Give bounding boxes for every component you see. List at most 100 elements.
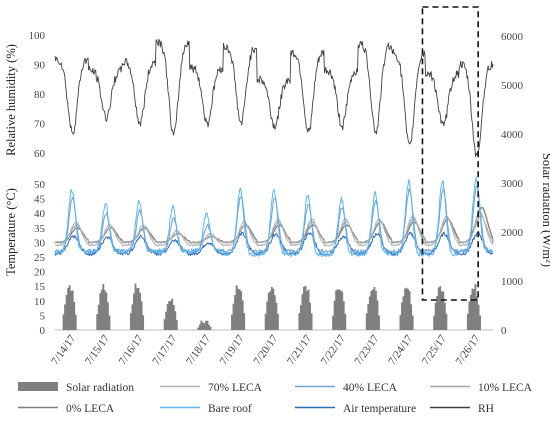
temperature-tick-label: 20 xyxy=(34,267,46,279)
solar-tick-label: 3000 xyxy=(501,178,524,190)
solar-bar xyxy=(301,294,304,330)
solar-bar xyxy=(97,304,100,330)
solar-bar xyxy=(342,301,345,330)
highlight-box xyxy=(421,6,479,301)
solar-bar xyxy=(74,314,77,330)
solar-bar xyxy=(471,288,474,330)
solar-bar xyxy=(206,320,209,330)
solar-bar xyxy=(238,289,241,330)
solar-bar xyxy=(303,286,305,330)
solar-bar xyxy=(67,287,70,330)
solar-bar xyxy=(304,285,307,330)
x-tick-label: 7/15/17 xyxy=(83,332,112,367)
solar-bar xyxy=(200,320,203,330)
solar-bar xyxy=(479,315,481,330)
legend: Solar radiation 70% LECA 40% LECA 10% LECA 0… xyxy=(18,382,533,415)
solar-bar xyxy=(402,296,405,330)
temperature-tick-label: 10 xyxy=(34,296,46,308)
solar-bar xyxy=(68,285,71,330)
series-70-leca xyxy=(54,212,494,247)
legend-label-solar-radiation: Solar radiation xyxy=(66,382,134,394)
solar-bar xyxy=(275,302,278,330)
series-layer xyxy=(54,38,494,330)
x-tick-label: 7/16/17 xyxy=(117,332,146,367)
solar-bar xyxy=(404,288,406,330)
solar-bar xyxy=(401,302,403,330)
solar-bar xyxy=(175,320,178,330)
rh-tick-label: 70 xyxy=(34,119,46,131)
solar-bar xyxy=(332,315,334,330)
solar-bar xyxy=(445,313,448,330)
solar-bar xyxy=(73,301,76,330)
solar-bar xyxy=(373,287,376,330)
temperature-tick-label: 25 xyxy=(34,252,46,264)
solar-bar xyxy=(168,301,171,330)
solar-bar xyxy=(376,300,379,330)
highlight-layer xyxy=(421,6,479,301)
legend-label-bare-roof: Bare roof xyxy=(208,403,252,415)
legend-label-40-leca: 40% LECA xyxy=(343,382,398,394)
solar-bar xyxy=(468,301,471,330)
solar-bar xyxy=(201,322,204,330)
solar-bar xyxy=(205,320,207,330)
x-tick-label: 7/25/17 xyxy=(420,332,449,367)
solar-bar xyxy=(336,289,339,330)
solar-bar xyxy=(476,296,478,330)
series-bare-roof xyxy=(54,176,494,257)
solar-bar xyxy=(399,315,402,330)
x-tick-label: 7/22/17 xyxy=(319,332,348,367)
temperature-tick-label: 0 xyxy=(40,325,46,337)
solar-bar xyxy=(333,300,336,330)
solar-bar xyxy=(466,313,469,330)
solar-bar xyxy=(474,284,477,330)
solar-bar xyxy=(137,288,140,330)
solar-bar xyxy=(232,303,235,330)
solar-bar xyxy=(408,291,411,330)
solar-bar xyxy=(307,289,310,330)
solar-bar xyxy=(270,286,273,330)
solar-bar xyxy=(277,313,279,330)
solar-bar xyxy=(166,303,169,330)
solar-bar xyxy=(65,295,68,330)
x-tick-label: 7/24/17 xyxy=(386,332,415,367)
solar-bar xyxy=(136,288,138,330)
temperature-axis-title: Temperature (°C) xyxy=(4,188,18,276)
solar-bar xyxy=(107,302,109,330)
temperature-tick-label: 35 xyxy=(34,223,46,235)
x-tick-label: 7/14/17 xyxy=(49,332,78,367)
series-solar-radiation xyxy=(62,283,481,330)
solar-bar xyxy=(198,324,201,330)
solar-bar xyxy=(344,314,347,330)
rh-tick-label: 100 xyxy=(29,30,46,42)
solar-bar xyxy=(237,288,240,330)
solar-bar xyxy=(64,304,66,330)
solar-bar xyxy=(131,304,134,330)
solar-bar xyxy=(108,315,111,330)
solar-bar xyxy=(172,304,175,330)
x-tick-label: 7/20/17 xyxy=(251,332,280,367)
solar-bar xyxy=(309,302,311,330)
solar-bar xyxy=(139,292,142,330)
solar-bar xyxy=(62,314,65,330)
solar-bar xyxy=(71,290,74,330)
solar-bar xyxy=(410,304,413,330)
legend-label-rh: RH xyxy=(478,403,494,415)
solar-bar xyxy=(407,289,410,330)
solar-bar xyxy=(267,292,270,330)
solar-bar xyxy=(129,313,132,330)
solar-bar xyxy=(133,293,135,330)
solar-bar xyxy=(473,289,475,330)
series-10-leca xyxy=(54,215,494,244)
solar-tick-label: 5000 xyxy=(501,80,524,92)
solar-bar xyxy=(70,290,73,330)
legend-label-70-leca: 70% LECA xyxy=(208,382,263,394)
solar-bar xyxy=(174,311,177,330)
temperature-tick-label: 5 xyxy=(40,310,46,322)
rh-tick-label: 90 xyxy=(34,60,46,72)
series-rh xyxy=(54,38,494,157)
x-tick-label: 7/18/17 xyxy=(184,332,213,367)
solar-bar xyxy=(240,291,243,330)
solar-bar xyxy=(171,298,174,330)
